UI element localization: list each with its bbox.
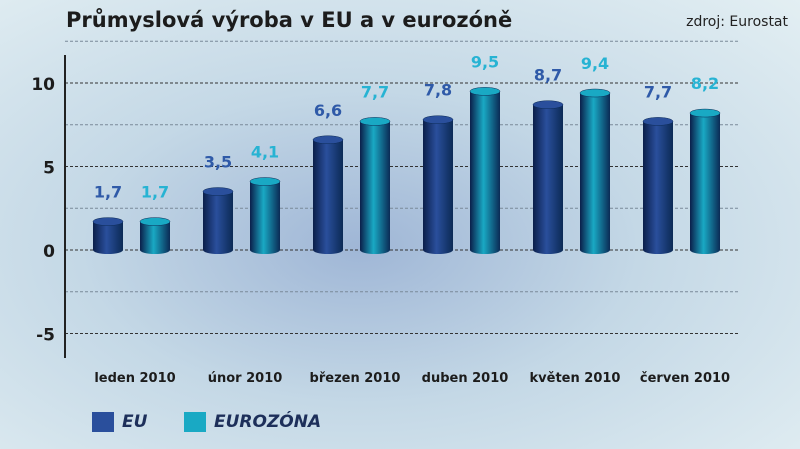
bar-eu [533, 104, 563, 251]
bar-top [92, 217, 124, 226]
data-label: 9,5 [471, 52, 499, 71]
source-note: zdroj: Eurostat [686, 14, 788, 30]
bar-base [203, 246, 233, 254]
bar-base [313, 246, 343, 254]
data-label: 7,7 [361, 82, 389, 101]
data-label: 4,1 [251, 143, 279, 162]
bar-base [580, 246, 610, 254]
bar-eurozona [250, 181, 280, 250]
bar-eu [93, 221, 123, 250]
bar-base [533, 246, 563, 254]
y-tick-label: -5 [36, 326, 55, 346]
bar-base [93, 246, 123, 254]
bar-top [202, 187, 234, 196]
x-tick-label: březen 2010 [310, 371, 401, 386]
bar-top [469, 87, 501, 96]
bar-base [643, 246, 673, 254]
bar-eu [313, 139, 343, 250]
data-label: 8,7 [534, 66, 562, 85]
bar-top [579, 88, 611, 98]
bar-base [140, 246, 170, 254]
data-label: 3,5 [204, 153, 232, 172]
y-tick-label: 5 [43, 159, 55, 179]
bar-eurozona [690, 113, 720, 250]
legend-label-eu: EU [122, 412, 148, 432]
bar-eurozona [360, 121, 390, 250]
data-label: 7,8 [424, 81, 452, 100]
legend-swatch-eu [92, 412, 114, 432]
bar-base [250, 246, 280, 254]
x-tick-label: leden 2010 [94, 371, 175, 386]
data-label: 8,2 [691, 74, 719, 93]
bar-eu [203, 191, 233, 250]
y-tick-label: 10 [31, 75, 55, 95]
bar-top [422, 115, 454, 124]
bar-eurozona [470, 91, 500, 250]
legend-item-eu: EU [92, 412, 147, 432]
legend-swatch-eurozona [184, 412, 206, 432]
bar-base [423, 246, 453, 254]
x-tick-label: květen 2010 [530, 371, 621, 386]
bar-top [642, 117, 674, 126]
data-label: 1,7 [94, 183, 122, 202]
data-label: 1,7 [141, 183, 169, 202]
bar-base [470, 246, 500, 254]
x-tick-label: červen 2010 [640, 371, 730, 386]
bar-base [360, 246, 390, 254]
bar-eu [423, 119, 453, 251]
data-label: 7,7 [644, 82, 672, 101]
bar-top [532, 100, 564, 109]
chart-title: Průmyslová výroba v EU a v eurozóně [66, 8, 513, 32]
bar-top [359, 117, 391, 126]
x-tick-label: únor 2010 [208, 371, 283, 386]
legend-item-eurozona: EUROZÓNA [184, 412, 321, 432]
x-tick-label: duben 2010 [422, 371, 509, 386]
bar-eurozona [580, 93, 610, 251]
bar-top [249, 177, 281, 186]
bar-eu [643, 121, 673, 250]
legend-label-eurozona: EUROZÓNA [214, 412, 322, 432]
data-label: 6,6 [314, 101, 342, 120]
bar-base [690, 246, 720, 254]
bar-top [139, 217, 171, 226]
y-tick-label: 0 [43, 242, 55, 262]
bar-top [312, 135, 344, 145]
bar-eurozona [140, 221, 170, 250]
data-label: 9,4 [581, 54, 609, 73]
bar-top [689, 108, 721, 118]
